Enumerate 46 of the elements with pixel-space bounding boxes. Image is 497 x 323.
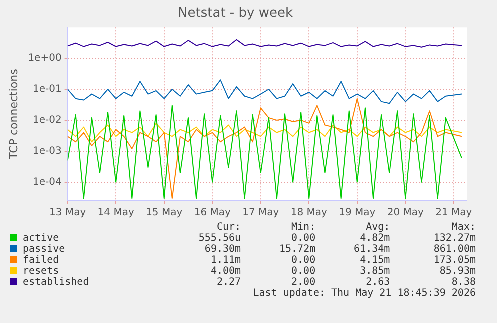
text: 85.93m (438, 266, 477, 277)
x-tick-label: 20 May (387, 208, 424, 219)
text: 3.85m (359, 266, 392, 277)
y-tick-label: 1e-01 (32, 84, 62, 96)
x-tick-label: 15 May (146, 208, 183, 219)
text: Avg: (365, 222, 392, 233)
text: Max: (450, 222, 477, 233)
x-tick-label: 16 May (194, 208, 231, 219)
x-tick-label: 18 May (290, 208, 328, 219)
text: 132.27m (432, 233, 477, 244)
text: 555.56u (198, 233, 242, 244)
legend-label: failed (22, 255, 60, 266)
text: 861.00m (432, 244, 477, 255)
y-tick-label: 1e+00 (28, 53, 62, 64)
y-tick-label: 1e-02 (32, 115, 62, 126)
legend-label: active (22, 233, 60, 244)
text: Last update: Thu May 21 18:45:39 2026 (252, 288, 477, 299)
text: 2.63 (365, 277, 392, 288)
text: 61.34m (353, 244, 392, 255)
text: Cur: (216, 222, 242, 233)
text: 4.00m (210, 266, 242, 277)
y-tick-label: 1e-04 (32, 176, 62, 188)
text: 2.27 (216, 277, 242, 288)
text: Min: (290, 222, 317, 233)
text: 2.00 (290, 277, 317, 288)
x-tick-label: 19 May (339, 208, 376, 219)
text: 15.72m (278, 244, 317, 255)
text: 69.30m (204, 244, 242, 255)
text: 0.00 (290, 255, 317, 266)
text: 1.11m (210, 255, 242, 266)
legend-label: passive (22, 244, 66, 255)
text: 4.82m (359, 233, 392, 244)
legend-label: resets (22, 266, 60, 277)
x-tick-label: 14 May (98, 208, 134, 219)
y-tick-label: 1e-03 (32, 146, 62, 158)
y-axis-title: TCP connections (7, 68, 20, 160)
text: 8.38 (450, 277, 477, 288)
x-tick-label: 13 May (50, 208, 86, 219)
x-tick-label: 21 May (436, 208, 472, 219)
legend-label: established (22, 277, 90, 288)
x-tick-label: 17 May (242, 208, 280, 219)
text: 0.00 (290, 266, 317, 277)
chart-title: Netstat - by week (178, 6, 294, 22)
text: 4.15m (359, 255, 392, 266)
text: 173.05m (432, 255, 477, 266)
text: 0.00 (290, 233, 317, 244)
